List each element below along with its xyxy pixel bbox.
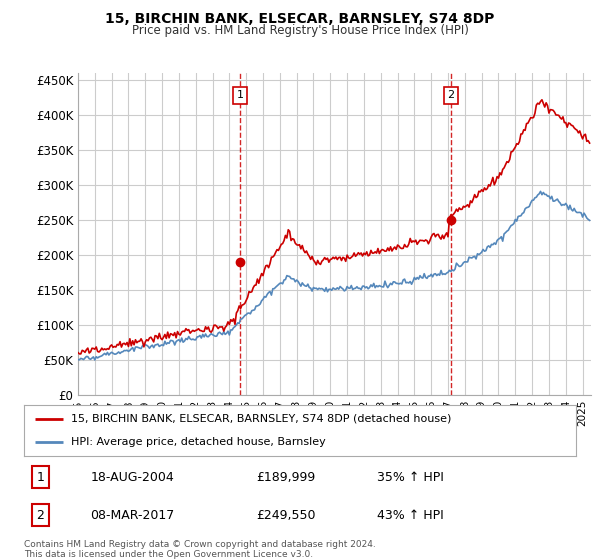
Text: £249,550: £249,550 [256, 508, 316, 522]
Text: 1: 1 [236, 90, 244, 100]
Text: 08-MAR-2017: 08-MAR-2017 [90, 508, 175, 522]
Text: Contains HM Land Registry data © Crown copyright and database right 2024.
This d: Contains HM Land Registry data © Crown c… [24, 540, 376, 559]
Text: Price paid vs. HM Land Registry's House Price Index (HPI): Price paid vs. HM Land Registry's House … [131, 24, 469, 37]
Text: 2: 2 [37, 508, 44, 522]
Text: 43% ↑ HPI: 43% ↑ HPI [377, 508, 444, 522]
Text: 35% ↑ HPI: 35% ↑ HPI [377, 471, 444, 484]
Text: 2: 2 [448, 90, 455, 100]
Text: 18-AUG-2004: 18-AUG-2004 [90, 471, 174, 484]
Text: £189,999: £189,999 [256, 471, 315, 484]
Text: HPI: Average price, detached house, Barnsley: HPI: Average price, detached house, Barn… [71, 437, 326, 447]
Text: 15, BIRCHIN BANK, ELSECAR, BARNSLEY, S74 8DP (detached house): 15, BIRCHIN BANK, ELSECAR, BARNSLEY, S74… [71, 414, 451, 424]
Text: 15, BIRCHIN BANK, ELSECAR, BARNSLEY, S74 8DP: 15, BIRCHIN BANK, ELSECAR, BARNSLEY, S74… [106, 12, 494, 26]
Text: 1: 1 [37, 471, 44, 484]
